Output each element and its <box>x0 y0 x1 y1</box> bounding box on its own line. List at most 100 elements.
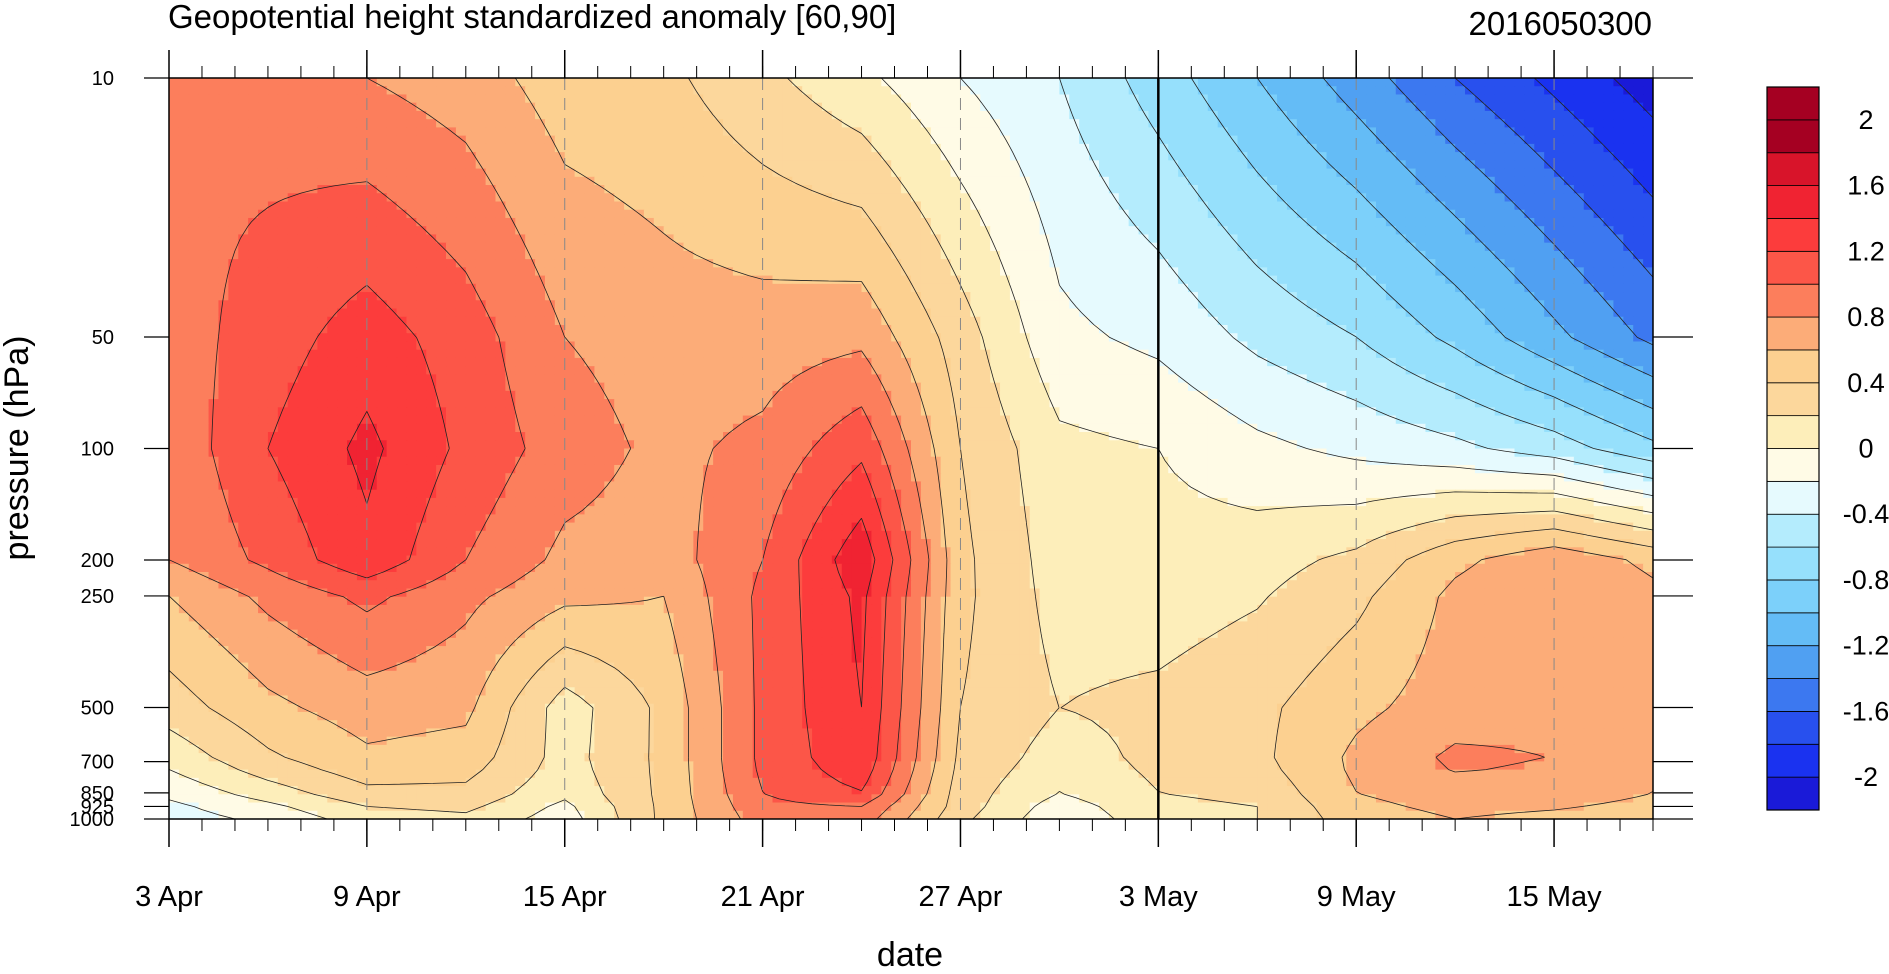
field-cell <box>337 275 348 285</box>
field-cell <box>436 242 447 252</box>
field-cell <box>307 259 318 268</box>
field-cell <box>1138 201 1150 211</box>
field-cell <box>1544 185 1555 194</box>
field-cell <box>198 143 210 153</box>
field-cell <box>446 176 457 186</box>
field-cell <box>1178 168 1189 178</box>
field-cell <box>238 143 249 153</box>
field-cell <box>1316 86 1328 96</box>
field-cell <box>297 86 309 96</box>
field-cell <box>604 259 615 268</box>
field-cell <box>1504 341 1516 351</box>
field-cell <box>1059 160 1070 170</box>
field-cell <box>1059 308 1070 318</box>
field-cell <box>940 110 952 120</box>
field-cell <box>1128 193 1140 203</box>
field-cell <box>258 325 269 334</box>
field-cell <box>703 94 714 104</box>
field-cell <box>1385 86 1397 96</box>
field-cell <box>1366 217 1377 227</box>
field-cell <box>891 267 902 277</box>
field-cell <box>505 275 516 285</box>
field-cell <box>426 193 437 203</box>
field-cell <box>1247 333 1258 343</box>
field-cell <box>831 110 843 120</box>
field-cell <box>1445 325 1456 334</box>
field-cell <box>307 234 318 244</box>
field-cell <box>218 94 229 104</box>
field-cell <box>1306 267 1318 277</box>
field-cell <box>990 292 1001 301</box>
field-cell <box>1563 102 1575 112</box>
field-cell <box>1267 119 1278 128</box>
field-cell <box>792 292 803 301</box>
field-cell <box>267 349 279 359</box>
field-cell <box>703 333 714 343</box>
field-cell <box>653 135 665 145</box>
field-cell <box>594 127 605 137</box>
field-cell <box>1217 176 1229 186</box>
field-cell <box>723 308 734 318</box>
field-cell <box>1227 292 1239 301</box>
field-cell <box>297 201 309 211</box>
field-cell <box>752 226 764 236</box>
field-cell <box>643 152 655 161</box>
field-cell <box>406 333 417 343</box>
field-cell <box>544 292 556 301</box>
field-cell <box>1375 160 1387 170</box>
field-cell <box>871 209 882 219</box>
field-cell <box>178 325 190 334</box>
field-cell <box>1128 308 1140 318</box>
field-cell <box>356 242 368 252</box>
field-cell <box>1296 283 1308 293</box>
field-cell <box>1385 325 1397 334</box>
field-cell <box>861 119 873 128</box>
field-cell <box>1168 201 1179 211</box>
field-cell <box>871 201 882 211</box>
field-cell <box>901 119 912 128</box>
field-cell <box>970 86 981 96</box>
field-cell <box>1593 160 1605 170</box>
field-cell <box>1118 226 1130 236</box>
field-cell <box>465 234 477 244</box>
field-cell <box>267 283 279 293</box>
field-cell <box>505 300 516 310</box>
field-cell <box>663 193 675 203</box>
field-cell <box>1089 217 1100 227</box>
field-cell <box>792 325 803 334</box>
field-cell <box>940 341 952 351</box>
field-cell <box>742 300 754 310</box>
field-cell <box>1356 110 1367 120</box>
field-cell <box>960 127 971 137</box>
field-cell <box>1286 127 1298 137</box>
field-cell <box>663 102 675 112</box>
field-cell <box>1623 168 1634 178</box>
field-cell <box>1504 316 1516 326</box>
field-cell <box>297 176 309 186</box>
field-cell <box>742 135 754 145</box>
field-cell <box>258 250 269 260</box>
field-cell <box>1197 143 1209 153</box>
field-cell <box>1296 300 1308 310</box>
field-cell <box>1286 267 1298 277</box>
field-cell <box>455 226 467 236</box>
field-cell <box>1385 110 1397 120</box>
field-cell <box>703 267 714 277</box>
field-cell <box>574 209 586 219</box>
field-cell <box>930 86 942 96</box>
field-cell <box>752 333 764 343</box>
field-cell <box>1089 300 1100 310</box>
field-cell <box>1296 308 1308 318</box>
field-cell <box>970 250 981 260</box>
field-cell <box>1138 160 1150 170</box>
field-cell <box>1049 325 1060 334</box>
field-cell <box>1188 283 1199 293</box>
field-cell <box>1385 242 1397 252</box>
field-cell <box>1168 250 1179 260</box>
field-cell <box>1563 127 1575 137</box>
field-cell <box>317 143 328 153</box>
field-cell <box>1069 217 1080 227</box>
field-cell <box>327 242 338 252</box>
field-cell <box>653 275 665 285</box>
field-cell <box>1366 94 1377 104</box>
